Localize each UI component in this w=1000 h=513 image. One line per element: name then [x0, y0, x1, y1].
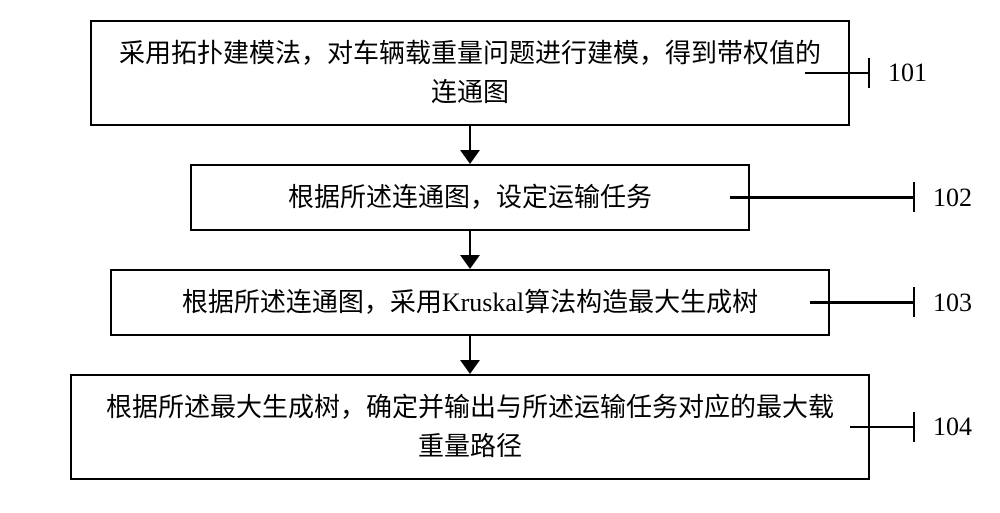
step-box-103: 根据所述连通图，采用Kruskal算法构造最大生成树: [110, 269, 830, 336]
flowchart-step-1: 采用拓扑建模法，对车辆载重量问题进行建模，得到带权值的连通图 101: [60, 20, 980, 126]
arrow-line-2-3: [469, 231, 472, 255]
connector-vert-104: [913, 412, 916, 442]
step-text-101: 采用拓扑建模法，对车辆载重量问题进行建模，得到带权值的连通图: [119, 39, 821, 107]
connector-vert-102: [913, 182, 916, 212]
arrow-head-2-3: [460, 255, 480, 269]
step-label-101: 101: [888, 58, 927, 88]
connector-line-104: [850, 426, 915, 429]
arrow-line-1-2: [469, 126, 472, 150]
step-label-103: 103: [933, 288, 972, 318]
step-box-104: 根据所述最大生成树，确定并输出与所述运输任务对应的最大载重量路径: [70, 374, 870, 480]
step-text-103: 根据所述连通图，采用Kruskal算法构造最大生成树: [182, 288, 758, 317]
connector-103: [810, 301, 915, 304]
step-box-101: 采用拓扑建模法，对车辆载重量问题进行建模，得到带权值的连通图: [90, 20, 850, 126]
arrow-head-3-4: [460, 360, 480, 374]
arrow-1-2: [460, 126, 480, 164]
step-box-102: 根据所述连通图，设定运输任务: [190, 164, 750, 231]
connector-line-101: [805, 72, 870, 75]
step-label-102: 102: [933, 183, 972, 213]
arrow-line-3-4: [469, 336, 472, 360]
arrow-2-3: [460, 231, 480, 269]
arrow-head-1-2: [460, 150, 480, 164]
arrow-3-4: [460, 336, 480, 374]
flowchart-step-3: 根据所述连通图，采用Kruskal算法构造最大生成树 103: [60, 269, 980, 336]
connector-101: [805, 72, 870, 75]
step-label-104: 104: [933, 412, 972, 442]
connector-102: [730, 196, 915, 199]
connector-line-103: [810, 301, 915, 304]
step-text-104: 根据所述最大生成树，确定并输出与所述运输任务对应的最大载重量路径: [106, 393, 834, 461]
connector-line-102: [730, 196, 915, 199]
connector-vert-103: [913, 287, 916, 317]
flowchart-container: 采用拓扑建模法，对车辆载重量问题进行建模，得到带权值的连通图 101 根据所述连…: [60, 20, 980, 480]
step-text-102: 根据所述连通图，设定运输任务: [288, 183, 652, 212]
flowchart-step-2: 根据所述连通图，设定运输任务 102: [60, 164, 980, 231]
connector-104: [850, 426, 915, 429]
flowchart-step-4: 根据所述最大生成树，确定并输出与所述运输任务对应的最大载重量路径 104: [60, 374, 980, 480]
connector-vert-101: [868, 58, 871, 88]
